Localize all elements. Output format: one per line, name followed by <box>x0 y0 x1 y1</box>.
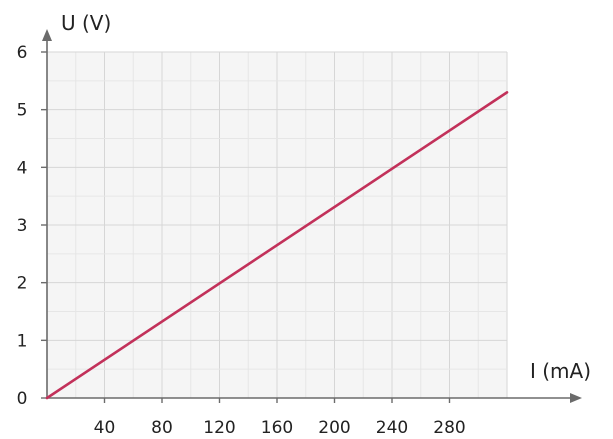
series-line <box>45 91 509 400</box>
x-tick-label: 80 <box>151 418 173 438</box>
x-tick-labels: 40 80 120 160 200 240 280 <box>94 418 466 438</box>
y-axis-title: U (V) <box>61 11 111 35</box>
series <box>45 91 509 400</box>
y-tick-label: 6 <box>17 43 28 63</box>
x-tick-label: 240 <box>376 418 408 438</box>
x-tick-label: 160 <box>261 418 293 438</box>
x-tick-label: 40 <box>94 418 116 438</box>
y-tick-labels: 0 1 2 3 4 5 6 <box>17 43 28 409</box>
y-tick-label: 3 <box>17 216 28 236</box>
x-axis-arrow <box>570 393 582 403</box>
x-tick-label: 280 <box>433 418 465 438</box>
x-tick-label: 120 <box>203 418 235 438</box>
y-tick-label: 4 <box>17 158 28 178</box>
y-tick-label: 2 <box>17 274 28 294</box>
y-tick-label: 1 <box>17 331 28 351</box>
y-tick-label: 5 <box>17 101 28 121</box>
y-tick-label: 0 <box>17 389 28 409</box>
y-axis-arrow <box>42 29 52 41</box>
x-tick-label: 200 <box>318 418 350 438</box>
x-axis-title: I (mA) <box>530 359 591 383</box>
